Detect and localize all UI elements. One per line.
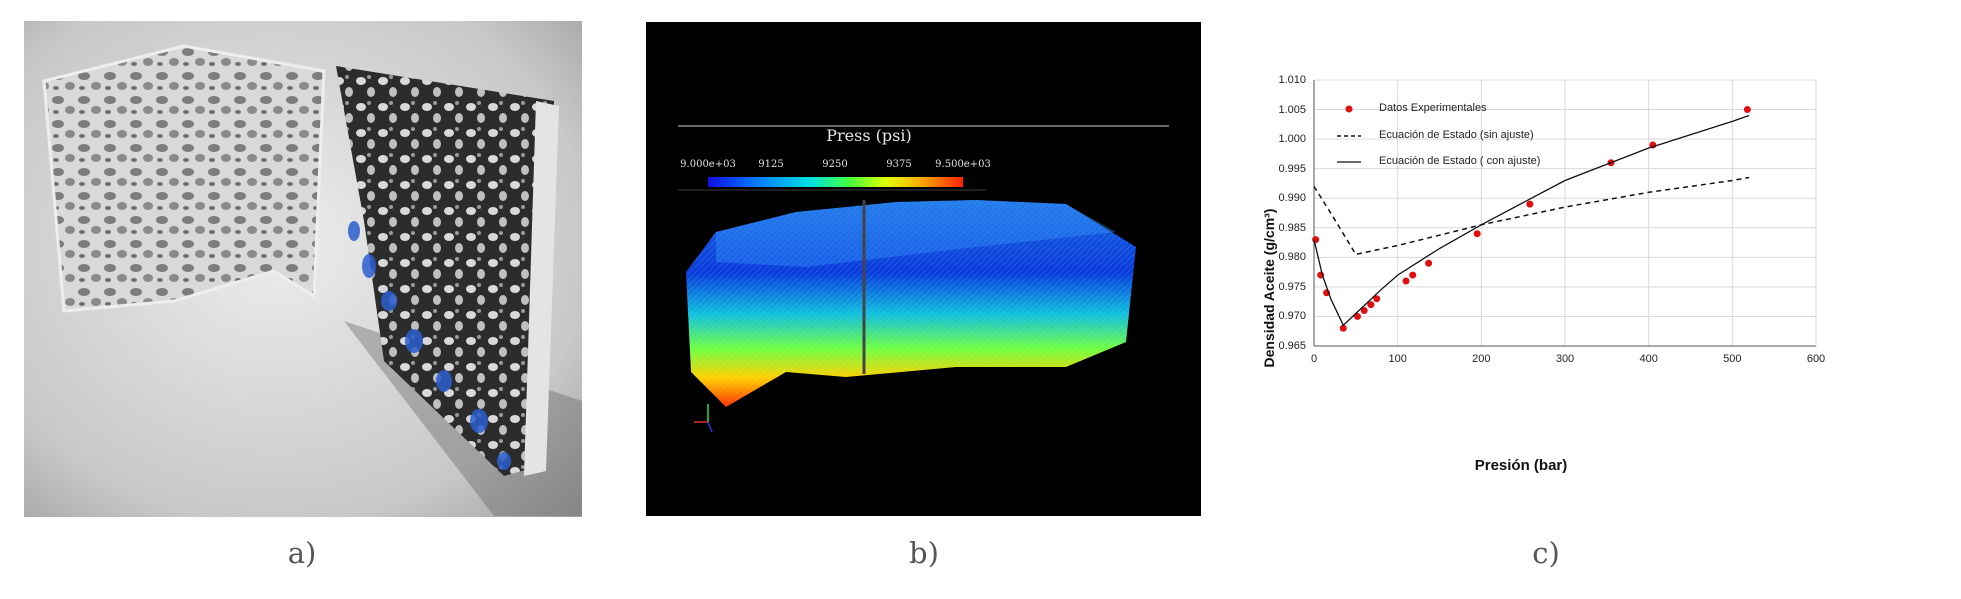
legend-symbols (1337, 105, 1361, 163)
colorbar-tick: 9375 (886, 159, 912, 170)
colorbar-title: Press (psi) (826, 126, 912, 145)
x-tick-label: 400 (1639, 353, 1658, 365)
porous-media-render (24, 21, 582, 517)
x-tick-label: 100 (1388, 353, 1407, 365)
axis-triad-icon (694, 404, 713, 433)
colorbar-tick: 9125 (758, 159, 784, 170)
y-tick-label: 0.975 (1278, 280, 1306, 293)
colorbar-tick: 9.500e+03 (935, 159, 991, 170)
y-tick-label: 1.000 (1278, 133, 1306, 146)
simulation-image (678, 125, 1169, 433)
porous-media-image (24, 21, 582, 517)
y-tick-label: 1.010 (1278, 74, 1306, 86)
density-pressure-chart: Densidad Aceite (g/cm³) Presión (bar) Da… (1255, 60, 1855, 490)
series-line-con-ajuste (1313, 114, 1750, 327)
x-axis-label: Presión (bar) (1474, 457, 1568, 474)
x-tick-label: 0 (1310, 353, 1318, 365)
caption-b: b) (909, 536, 939, 570)
y-tick-label: 0.970 (1278, 310, 1306, 323)
legend-label: Datos Experimentales (1379, 102, 1487, 114)
data-point (1339, 324, 1347, 332)
data-point (1473, 230, 1481, 238)
pressure-simulation-render: Press (psi) 9.000e+03 9125 9250 9375 9.5… (646, 22, 1201, 516)
data-point (1360, 307, 1368, 315)
y-tick-label: 0.985 (1278, 221, 1306, 234)
data-point (1312, 236, 1320, 244)
data-point (1367, 301, 1375, 309)
data-point (1425, 259, 1433, 267)
data-point (1526, 200, 1534, 208)
caption-c: c) (1532, 536, 1560, 570)
legend-marker (1345, 105, 1353, 113)
y-tick-label: 1.005 (1278, 103, 1306, 116)
x-tick-label: 600 (1806, 353, 1826, 365)
data-point (1402, 277, 1410, 285)
colorbar-tick: 9.000e+03 (680, 159, 736, 170)
colorbar (708, 177, 963, 187)
chart-plot-area (1312, 79, 1817, 347)
data-point (1373, 295, 1381, 303)
y-tick-label: 0.980 (1278, 251, 1306, 264)
x-tick-label: 200 (1472, 353, 1491, 365)
data-point (1409, 271, 1417, 279)
colorbar-tick: 9250 (822, 159, 848, 170)
data-point (1743, 106, 1751, 114)
legend-label: Ecuación de Estado (sin ajuste) (1379, 129, 1534, 141)
x-tick-label: 500 (1723, 353, 1742, 365)
x-tick-label: 300 (1555, 353, 1575, 365)
series-line-sin-ajuste (1313, 176, 1750, 256)
data-point (1354, 312, 1362, 320)
legend-label: Ecuación de Estado ( con ajuste) (1379, 155, 1541, 167)
y-tick-label: 0.990 (1278, 192, 1306, 205)
y-tick-label: 0.965 (1278, 340, 1306, 352)
caption-a: a) (287, 536, 317, 570)
y-tick-label: 0.995 (1278, 162, 1306, 175)
